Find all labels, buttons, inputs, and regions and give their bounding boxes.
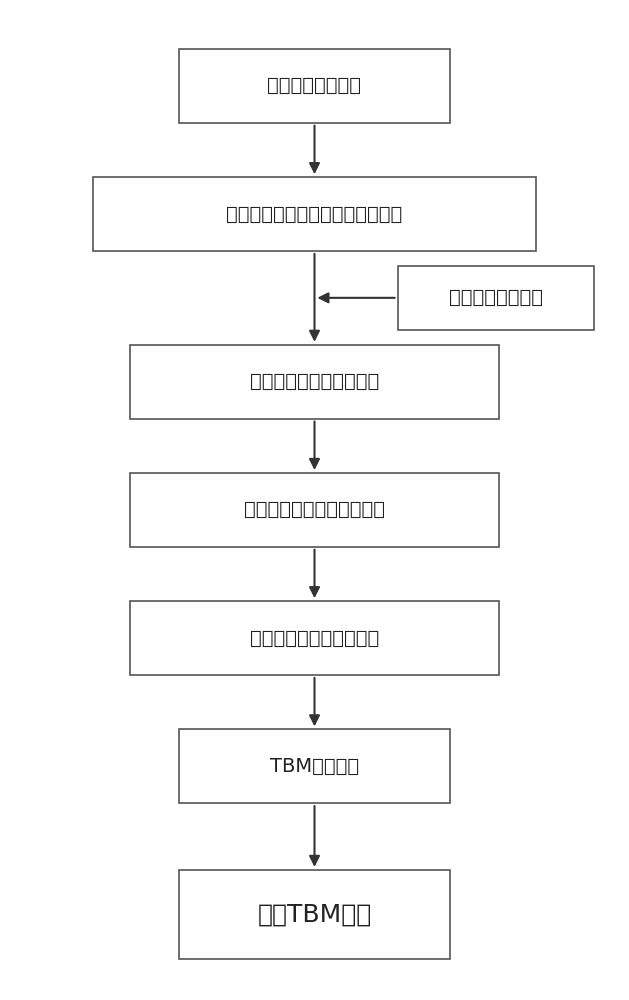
FancyBboxPatch shape bbox=[130, 345, 499, 419]
Text: 选取评价指标体系: 选取评价指标体系 bbox=[267, 76, 362, 95]
FancyBboxPatch shape bbox=[179, 729, 450, 803]
Text: 计算各评价指标功效系数: 计算各评价指标功效系数 bbox=[250, 372, 379, 391]
Text: 选定TBM类型: 选定TBM类型 bbox=[257, 902, 372, 926]
Text: 各评价指标实测值: 各评价指标实测值 bbox=[449, 288, 543, 307]
Text: 确定各评价指标满意值、不允许值: 确定各评价指标满意值、不允许值 bbox=[226, 205, 403, 224]
Text: TBM选型比较: TBM选型比较 bbox=[270, 757, 359, 776]
FancyBboxPatch shape bbox=[179, 870, 450, 959]
FancyBboxPatch shape bbox=[130, 601, 499, 675]
FancyBboxPatch shape bbox=[179, 49, 450, 123]
FancyBboxPatch shape bbox=[93, 177, 536, 251]
Text: 计算评价指标总功效系数: 计算评价指标总功效系数 bbox=[250, 629, 379, 648]
FancyBboxPatch shape bbox=[398, 266, 594, 330]
FancyBboxPatch shape bbox=[130, 473, 499, 547]
Text: 确定各评价指标归一化权重: 确定各评价指标归一化权重 bbox=[244, 500, 385, 519]
